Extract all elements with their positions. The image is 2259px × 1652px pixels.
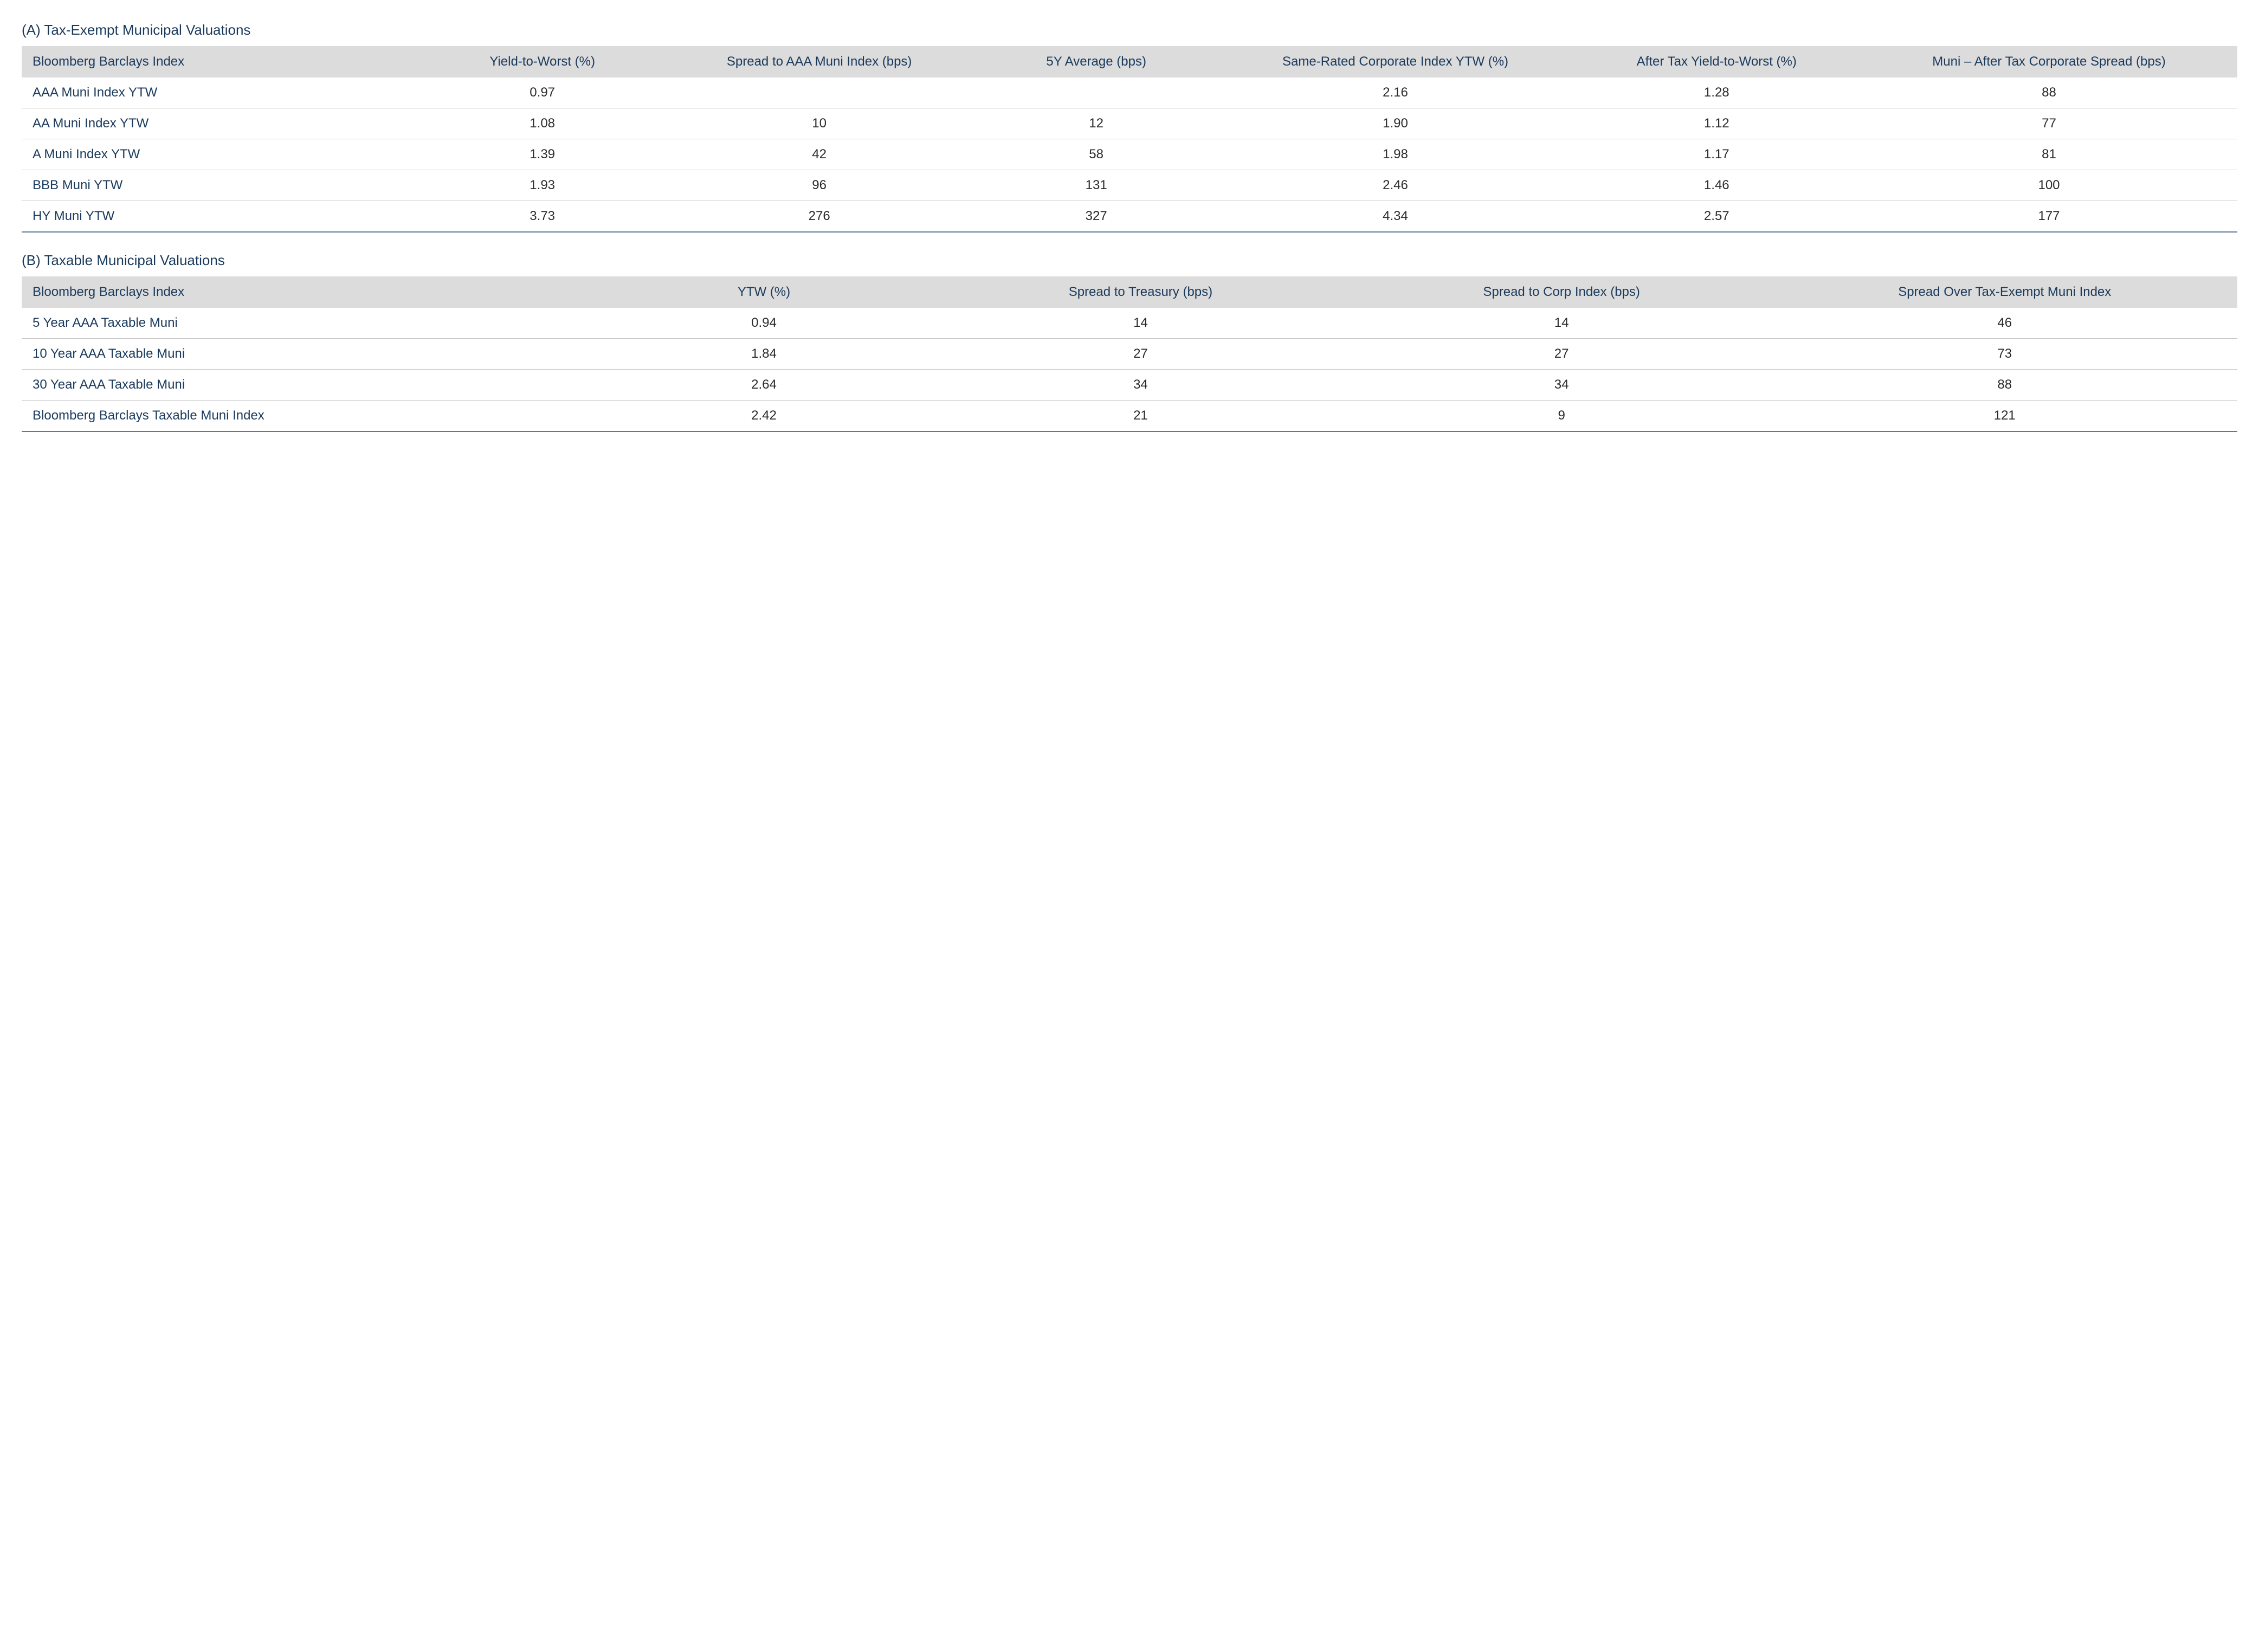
- section-b-title: (B) Taxable Municipal Valuations: [22, 252, 2237, 269]
- table-row: A Muni Index YTW 1.39 42 58 1.98 1.17 81: [22, 139, 2237, 170]
- tax-exempt-table: Bloomberg Barclays Index Yield-to-Worst …: [22, 46, 2237, 233]
- cell: 42: [664, 139, 974, 170]
- cell: 2.57: [1573, 201, 1861, 233]
- row-label: BBB Muni YTW: [22, 170, 421, 201]
- cell: 1.93: [421, 170, 664, 201]
- table-row: 5 Year AAA Taxable Muni 0.94 14 14 46: [22, 308, 2237, 339]
- cell: 1.39: [421, 139, 664, 170]
- col-header: YTW (%): [598, 276, 930, 308]
- col-header: Spread to Corp Index (bps): [1351, 276, 1772, 308]
- cell: 121: [1772, 401, 2238, 432]
- cell: 10: [664, 108, 974, 139]
- cell: 1.98: [1218, 139, 1572, 170]
- cell: 34: [1351, 370, 1772, 401]
- cell: 9: [1351, 401, 1772, 432]
- cell: [974, 78, 1218, 108]
- col-header: Spread to AAA Muni Index (bps): [664, 46, 974, 78]
- table-row: AAA Muni Index YTW 0.97 2.16 1.28 88: [22, 78, 2237, 108]
- cell: 73: [1772, 339, 2238, 370]
- cell: 14: [1351, 308, 1772, 339]
- cell: 2.46: [1218, 170, 1572, 201]
- row-label: 10 Year AAA Taxable Muni: [22, 339, 598, 370]
- table-row: BBB Muni YTW 1.93 96 131 2.46 1.46 100: [22, 170, 2237, 201]
- col-header: Spread Over Tax-Exempt Muni Index: [1772, 276, 2238, 308]
- cell: 88: [1772, 370, 2238, 401]
- cell: 1.17: [1573, 139, 1861, 170]
- cell: 12: [974, 108, 1218, 139]
- taxable-table: Bloomberg Barclays Index YTW (%) Spread …: [22, 276, 2237, 432]
- cell: 77: [1861, 108, 2237, 139]
- cell: 21: [930, 401, 1351, 432]
- cell: 1.08: [421, 108, 664, 139]
- section-a-title: (A) Tax-Exempt Municipal Valuations: [22, 22, 2237, 38]
- table-b-header-row: Bloomberg Barclays Index YTW (%) Spread …: [22, 276, 2237, 308]
- cell: 14: [930, 308, 1351, 339]
- cell: 3.73: [421, 201, 664, 233]
- cell: 4.34: [1218, 201, 1572, 233]
- row-label: 5 Year AAA Taxable Muni: [22, 308, 598, 339]
- cell: 100: [1861, 170, 2237, 201]
- cell: 34: [930, 370, 1351, 401]
- row-label: AA Muni Index YTW: [22, 108, 421, 139]
- cell: 1.46: [1573, 170, 1861, 201]
- col-header: After Tax Yield-to-Worst (%): [1573, 46, 1861, 78]
- col-header: Bloomberg Barclays Index: [22, 46, 421, 78]
- row-label: 30 Year AAA Taxable Muni: [22, 370, 598, 401]
- cell: 88: [1861, 78, 2237, 108]
- col-header: Spread to Treasury (bps): [930, 276, 1351, 308]
- cell: 1.28: [1573, 78, 1861, 108]
- col-header: Bloomberg Barclays Index: [22, 276, 598, 308]
- table-row: AA Muni Index YTW 1.08 10 12 1.90 1.12 7…: [22, 108, 2237, 139]
- cell: 131: [974, 170, 1218, 201]
- table-row: HY Muni YTW 3.73 276 327 4.34 2.57 177: [22, 201, 2237, 233]
- cell: 276: [664, 201, 974, 233]
- row-label: AAA Muni Index YTW: [22, 78, 421, 108]
- row-label: A Muni Index YTW: [22, 139, 421, 170]
- cell: 96: [664, 170, 974, 201]
- col-header: Yield-to-Worst (%): [421, 46, 664, 78]
- row-label: HY Muni YTW: [22, 201, 421, 233]
- cell: 2.16: [1218, 78, 1572, 108]
- cell: 58: [974, 139, 1218, 170]
- cell: 177: [1861, 201, 2237, 233]
- cell: 46: [1772, 308, 2238, 339]
- row-label: Bloomberg Barclays Taxable Muni Index: [22, 401, 598, 432]
- table-row: 30 Year AAA Taxable Muni 2.64 34 34 88: [22, 370, 2237, 401]
- cell: 1.12: [1573, 108, 1861, 139]
- cell: 27: [1351, 339, 1772, 370]
- cell: 327: [974, 201, 1218, 233]
- cell: 0.97: [421, 78, 664, 108]
- cell: 1.84: [598, 339, 930, 370]
- cell: 1.90: [1218, 108, 1572, 139]
- cell: 0.94: [598, 308, 930, 339]
- cell: 2.64: [598, 370, 930, 401]
- col-header: 5Y Average (bps): [974, 46, 1218, 78]
- col-header: Same-Rated Corporate Index YTW (%): [1218, 46, 1572, 78]
- cell: [664, 78, 974, 108]
- cell: 2.42: [598, 401, 930, 432]
- table-a-header-row: Bloomberg Barclays Index Yield-to-Worst …: [22, 46, 2237, 78]
- cell: 81: [1861, 139, 2237, 170]
- cell: 27: [930, 339, 1351, 370]
- col-header: Muni – After Tax Corporate Spread (bps): [1861, 46, 2237, 78]
- table-row: Bloomberg Barclays Taxable Muni Index 2.…: [22, 401, 2237, 432]
- table-row: 10 Year AAA Taxable Muni 1.84 27 27 73: [22, 339, 2237, 370]
